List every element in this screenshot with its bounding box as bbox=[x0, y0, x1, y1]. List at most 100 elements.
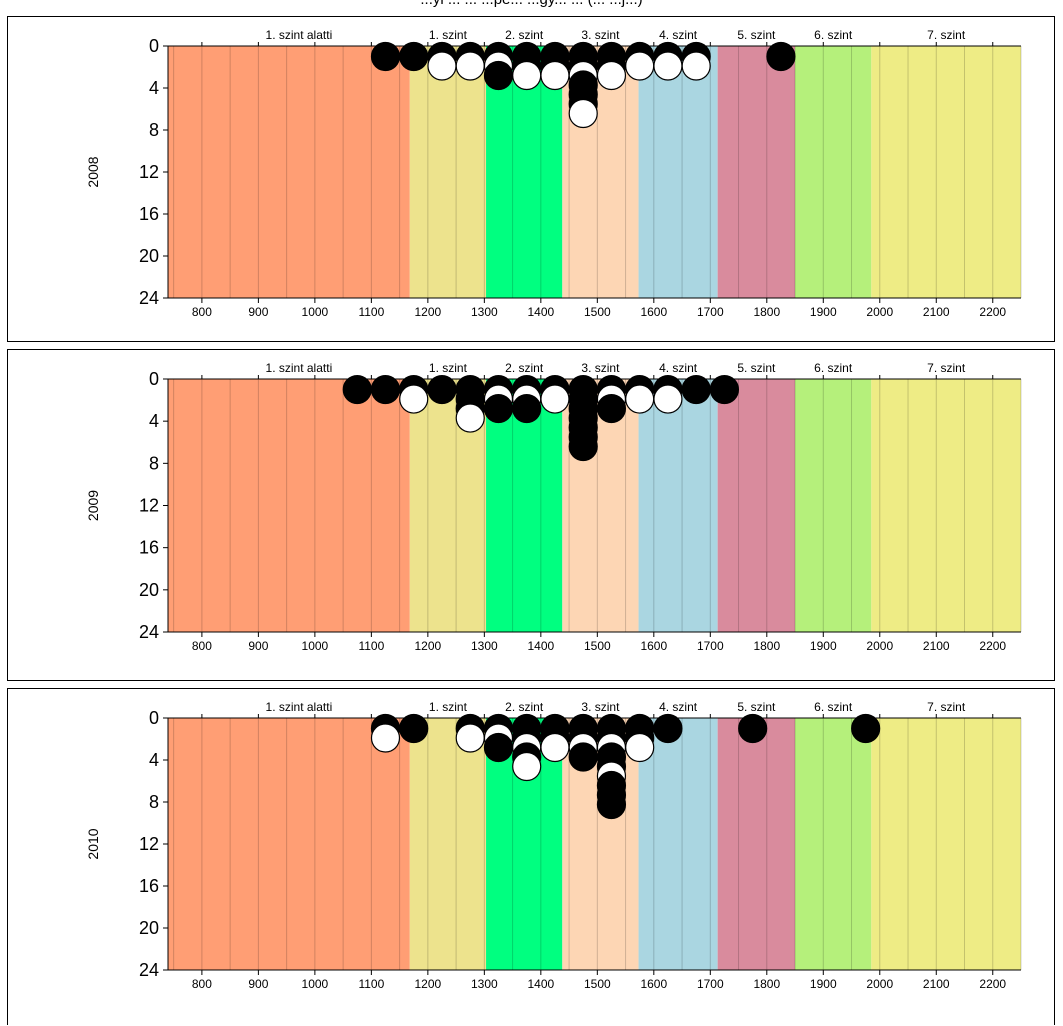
band-label: 7. szint bbox=[927, 361, 966, 375]
data-point-black bbox=[596, 789, 627, 820]
data-point-white bbox=[455, 723, 485, 753]
x-tick-label: 1400 bbox=[527, 977, 554, 991]
band-label: 1. szint alatti bbox=[266, 700, 333, 714]
y-tick-label: 8 bbox=[149, 453, 159, 473]
data-point-white bbox=[540, 60, 570, 91]
data-point-white bbox=[625, 384, 655, 414]
x-tick-label: 1100 bbox=[358, 305, 384, 319]
x-tick-label: 900 bbox=[248, 305, 268, 319]
x-tick-label: 2000 bbox=[866, 977, 893, 991]
data-point-black bbox=[483, 732, 514, 763]
x-tick-label: 1200 bbox=[415, 639, 442, 653]
band-5 bbox=[717, 46, 796, 298]
data-point-black bbox=[427, 374, 457, 405]
data-point-white bbox=[596, 60, 627, 91]
figure-title: ...yi ... ... ...pé... ...gy... ... (...… bbox=[0, 0, 1063, 8]
band-1 bbox=[409, 718, 487, 970]
chart-svg-2010: 1. szint alatti 1. szint 2. szint 3. szint 4… bbox=[85, 700, 1022, 991]
x-tick-label: 1600 bbox=[640, 639, 667, 653]
x-tick-label: 1800 bbox=[753, 977, 780, 991]
band-label: 7. szint bbox=[927, 28, 966, 42]
chart-svg-2009: 1. szint alatti 1. szint 2. szint 3. szint 4… bbox=[85, 361, 1022, 653]
band-label: 2. szint bbox=[505, 700, 544, 714]
data-point-black bbox=[342, 374, 372, 405]
y-tick-label: 16 bbox=[139, 538, 159, 558]
chart-panel-2010: 1. szint alatti 1. szint 2. szint 3. szint 4… bbox=[7, 688, 1055, 1025]
chart-svg-2008: 1. szint alatti 1. szint 2. szint 3. szint 4… bbox=[85, 28, 1022, 319]
band-label: 3. szint bbox=[581, 700, 620, 714]
data-point-black bbox=[399, 713, 429, 744]
band-7 bbox=[871, 46, 1021, 298]
band-0 bbox=[168, 46, 410, 298]
x-tick-label: 2000 bbox=[866, 639, 893, 653]
band-5 bbox=[717, 379, 796, 632]
x-tick-label: 1200 bbox=[415, 305, 442, 319]
band-5 bbox=[717, 718, 796, 970]
band-label: 5. szint bbox=[737, 361, 776, 375]
data-point-black bbox=[568, 742, 598, 772]
x-tick-label: 1200 bbox=[415, 977, 442, 991]
data-point-white bbox=[681, 51, 711, 81]
y-tick-label: 16 bbox=[139, 204, 159, 224]
y-tick-label: 24 bbox=[139, 622, 159, 642]
x-tick-label: 800 bbox=[192, 305, 212, 319]
y-tick-label: 12 bbox=[139, 496, 159, 516]
x-tick-label: 1300 bbox=[471, 305, 498, 319]
band-6 bbox=[795, 379, 872, 632]
data-point-black bbox=[568, 431, 598, 462]
band-label: 2. szint bbox=[505, 361, 544, 375]
data-point-white bbox=[653, 384, 683, 414]
x-tick-label: 900 bbox=[248, 977, 268, 991]
x-tick-label: 2200 bbox=[979, 977, 1006, 991]
y-tick-label: 12 bbox=[139, 834, 159, 854]
x-tick-label: 1000 bbox=[302, 305, 329, 319]
data-point-black bbox=[653, 713, 683, 744]
data-point-white bbox=[625, 51, 655, 81]
x-tick-label: 1800 bbox=[753, 639, 780, 653]
band-4 bbox=[638, 718, 718, 970]
x-tick-label: 1900 bbox=[810, 639, 837, 653]
y-tick-label: 0 bbox=[149, 36, 159, 56]
x-tick-label: 1500 bbox=[584, 305, 611, 319]
chart-panel-2008: 1. szint alatti 1. szint 2. szint 3. szint 4… bbox=[7, 16, 1055, 342]
data-point-white bbox=[568, 98, 598, 129]
y-tick-label: 8 bbox=[149, 120, 159, 140]
x-tick-label: 1600 bbox=[640, 977, 667, 991]
y-tick-label: 4 bbox=[149, 411, 159, 431]
x-tick-label: 1900 bbox=[810, 977, 837, 991]
band-6 bbox=[795, 46, 872, 298]
x-tick-label: 2200 bbox=[979, 639, 1006, 653]
band-label: 4. szint bbox=[659, 700, 698, 714]
band-label: 6. szint bbox=[814, 28, 853, 42]
data-point-black bbox=[681, 374, 711, 405]
x-tick-label: 1800 bbox=[753, 305, 780, 319]
data-point-white bbox=[625, 732, 655, 763]
band-0 bbox=[168, 718, 410, 970]
y-tick-label: 0 bbox=[149, 369, 159, 389]
x-tick-label: 1600 bbox=[640, 305, 667, 319]
y-tick-label: 8 bbox=[149, 792, 159, 812]
x-tick-label: 1300 bbox=[471, 639, 498, 653]
data-point-black bbox=[738, 713, 768, 744]
y-axis-label: 2008 bbox=[85, 156, 101, 187]
x-tick-label: 1000 bbox=[302, 639, 329, 653]
y-axis-label: 2010 bbox=[85, 828, 101, 859]
y-tick-label: 4 bbox=[149, 750, 159, 770]
y-tick-label: 0 bbox=[149, 708, 159, 728]
data-point-white bbox=[512, 60, 542, 91]
data-point-white bbox=[653, 51, 683, 81]
band-4 bbox=[638, 46, 718, 298]
x-tick-label: 2000 bbox=[866, 305, 893, 319]
band-label: 6. szint bbox=[814, 700, 853, 714]
y-tick-label: 16 bbox=[139, 876, 159, 896]
band-label: 1. szint alatti bbox=[266, 28, 333, 42]
band-label: 1. szint bbox=[429, 700, 468, 714]
y-tick-label: 24 bbox=[139, 960, 159, 980]
x-tick-label: 1700 bbox=[697, 639, 724, 653]
data-point-black bbox=[370, 41, 401, 72]
x-tick-label: 1500 bbox=[584, 977, 611, 991]
x-tick-label: 2100 bbox=[923, 639, 950, 653]
data-point-black bbox=[483, 60, 514, 91]
y-axis-label: 2009 bbox=[85, 490, 101, 521]
x-tick-label: 1100 bbox=[358, 977, 384, 991]
